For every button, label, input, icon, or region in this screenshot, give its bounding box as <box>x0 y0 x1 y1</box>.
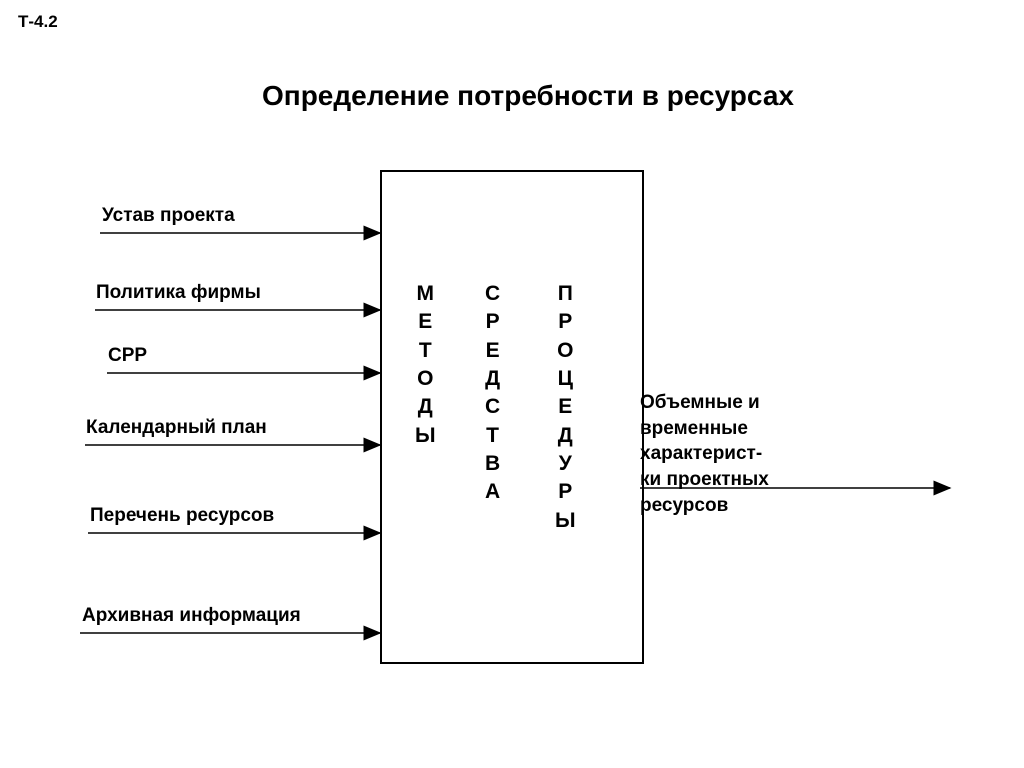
arrows-layer <box>0 0 1024 768</box>
